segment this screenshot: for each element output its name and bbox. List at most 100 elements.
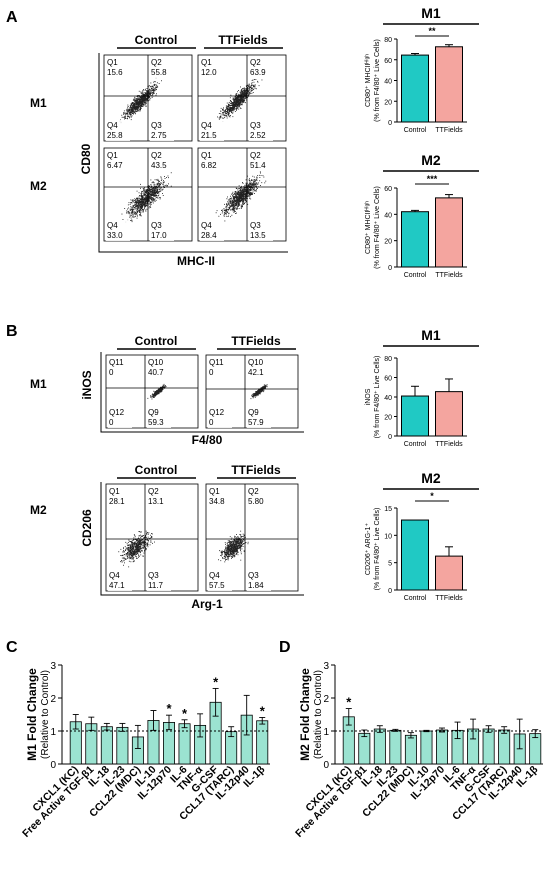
flow-b2-ttfields-label: TTFields	[231, 463, 281, 477]
chart-c-m1-fold-change-ytick-label-1: 1	[50, 727, 56, 738]
flow-plot-cd206-ttfields-quad-value-2: 5.80	[248, 497, 264, 506]
chart-a-m2-ytick-label-0: 0	[388, 265, 392, 272]
chart-a-m1-title: M1	[421, 5, 441, 21]
flow-a-y-axis-title: CD80	[79, 143, 93, 174]
flow-plot-cd206-ttfields-quad-name-3: Q4	[209, 571, 220, 580]
chart-a-m2-bar-control	[401, 211, 429, 268]
chart-a-m1-ylabel-1: CD80⁺ MHCIIᴴⁱᵍʰ	[364, 54, 372, 107]
chart-c-m1-fold-change-sig-12: *	[260, 703, 266, 718]
flow-plot-m1-ttfields-quad-name-3: Q4	[201, 121, 212, 130]
flow-plot-m1-control-quad-name-3: Q4	[107, 121, 118, 130]
flow-plot-cd206-ttfields-quad-value-4: 1.84	[248, 581, 264, 590]
flow-plot-inos-control-quad-value-4: 59.3	[148, 418, 164, 427]
chart-d-m2-fold-change-bar-10	[498, 729, 511, 765]
flow-plot-inos-ttfields-quad-value-2: 42.1	[248, 368, 264, 377]
chart-c-m1-fold-change-bar-12	[256, 720, 269, 765]
panel-letter-d: D	[279, 639, 291, 656]
flow-a-ttfields-label: TTFields	[218, 33, 268, 47]
flow-plot-m1-ttfields-quad-name-1: Q1	[201, 58, 212, 67]
chart-a-m1-ytick-label-1: 20	[384, 99, 392, 106]
flow-plot-m2-control-quad-value-1: 6.47	[107, 161, 123, 170]
chart-d-m2-fold-change-bar-5	[420, 730, 433, 765]
chart-d-m2-fold-change-ytick-label-3: 3	[323, 661, 329, 672]
flow-plot-inos-ttfields-quad-value-1: 0	[209, 368, 214, 377]
flow-plot-inos-ttfields-events	[250, 384, 268, 400]
flow-plot-inos-control-quad-name-1: Q11	[109, 358, 124, 367]
chart-b-m2-sig-label: *	[430, 491, 434, 501]
flow-plot-m2-control-quad-name-3: Q4	[107, 221, 118, 230]
flow-plot-m2-control-quad-name-1: Q1	[107, 151, 118, 160]
chart-a-m2-ytick-label-1: 20	[384, 239, 392, 246]
flow-plot-m1-ttfields-quad-value-2: 63.9	[250, 68, 266, 77]
chart-a-m1-xtick-label-0: Control	[404, 127, 427, 134]
flow-a-group-labels: Control TTFields	[117, 33, 283, 49]
flow-plot-cd206-control-quad-name-2: Q2	[148, 487, 159, 496]
flow-plot-inos-ttfields-quad-name-1: Q11	[209, 358, 224, 367]
chart-c-m1-fold-change-sig-7: *	[182, 706, 188, 721]
chart-b-m1-ytick-label-2: 40	[384, 395, 392, 402]
flow-plot-cd206-control-quad-name-1: Q1	[109, 487, 120, 496]
flow-plot-inos-ttfields-quad-name-4: Q9	[248, 408, 259, 417]
chart-d-m2-fold-change-sig-0: *	[346, 695, 352, 710]
chart-b-m2-xtick-label-0: Control	[404, 595, 427, 602]
flow-b2-axes	[100, 482, 304, 596]
flow-b1-y-axis-title: iNOS	[80, 370, 94, 399]
chart-b-m2-ytick-label-0: 0	[388, 588, 392, 595]
chart-b-m2-ytick-label-2: 10	[384, 533, 392, 540]
panel-letter-a: A	[6, 9, 18, 26]
chart-c-m1-fold-change-ytick-label-2: 2	[50, 694, 56, 705]
chart-c-m1-fold-change-bar-2	[100, 726, 113, 765]
chart-a-m2-title: M2	[421, 152, 441, 168]
flow-plot-m1-control-quad-value-4: 2.75	[151, 131, 167, 140]
flow-plot-inos-control-events	[147, 383, 167, 400]
flow-plot-inos-ttfields-quad-name-3: Q12	[209, 408, 225, 417]
flow-plot-cd206-control-quad-value-3: 47.1	[109, 581, 125, 590]
chart-b-m2-ytick-label-1: 5	[388, 561, 392, 568]
flow-a-control-label: Control	[135, 33, 178, 47]
chart-d-m2-fold-change-bar-3	[389, 729, 402, 765]
chart-a-m1-ytick-label-4: 80	[384, 37, 392, 44]
flow-plot-inos-control-quad-value-2: 40.7	[148, 368, 164, 377]
flow-plot-cd206-ttfields-quad-value-3: 57.5	[209, 581, 225, 590]
chart-b-m2-ylabel-2: (% from F4/80⁺ Live Cells)	[374, 508, 381, 591]
chart-a-m1-xtick-label-1: TTFields	[435, 127, 463, 134]
flow-plot-m2-control-quad-value-4: 17.0	[151, 231, 167, 240]
chart-d-m2-fold-change-ytick-label-1: 1	[323, 727, 329, 738]
flow-a-row-m2: M2	[30, 179, 47, 193]
flow-b2-control-label: Control	[135, 463, 178, 477]
flow-plot-m1-control-quad-name-1: Q1	[107, 58, 118, 67]
chart-b-m2-bar-control	[401, 519, 429, 591]
chart-a-m2-ytick-label-2: 40	[384, 212, 392, 219]
chart-a-m1-ytick-label-2: 40	[384, 79, 392, 86]
flow-plot-m1-ttfields-quad-value-1: 12.0	[201, 68, 217, 77]
flow-plot-inos-ttfields-quad-name-2: Q10	[248, 358, 264, 367]
chart-d-m2-fold-change-xtick-label-1: Free Active TGF-β1	[293, 764, 369, 840]
chart-a-m1-bar-ttfields	[435, 46, 463, 123]
flow-plot-m2-ttfields-quad-value-2: 51.4	[250, 161, 266, 170]
chart-d-m2-fold-change-bar-9	[482, 728, 495, 765]
flow-plot-cd206-ttfields-quad-value-1: 34.8	[209, 497, 225, 506]
panel-letter-c: C	[6, 639, 18, 656]
flow-plot-m2-ttfields-quad-value-1: 6.82	[201, 161, 217, 170]
flow-plot-m1-ttfields-events	[217, 79, 263, 122]
flow-plot-m1-control-quad-value-3: 25.8	[107, 131, 123, 140]
flow-plot-m1-control-quad-name-2: Q2	[151, 58, 162, 67]
flow-plot-m1-ttfields-quad-name-4: Q3	[250, 121, 261, 130]
chart-a-m1-sig-label: **	[428, 26, 436, 36]
flow-b2-y-axis-title: CD206	[80, 509, 94, 547]
chart-b-m2-ytick-label-3: 15	[384, 506, 392, 513]
chart-d-m2-fold-change-bar-2	[373, 728, 386, 765]
flow-a-axes	[98, 53, 288, 253]
chart-a-m2-ytick-label-3: 60	[384, 186, 392, 193]
flow-plot-cd206-ttfields-events	[218, 530, 249, 563]
chart-c-m1-fold-change-ylabel-1: M1 Fold Change	[25, 668, 39, 761]
flow-b1-axes	[100, 352, 304, 433]
chart-b-m1-xtick-label-0: Control	[404, 441, 427, 448]
